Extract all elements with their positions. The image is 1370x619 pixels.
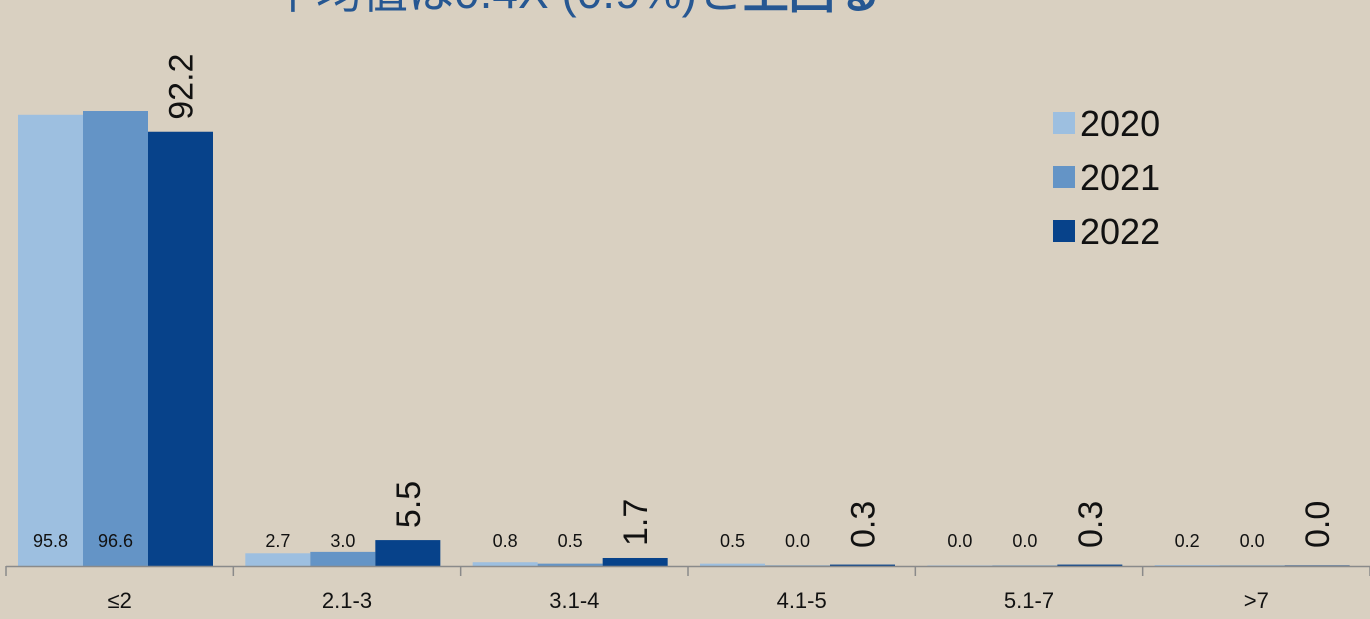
bar-2022-5	[1284, 565, 1350, 566]
data-label-2022-4: 0.3	[1072, 501, 1110, 548]
bar-2022-3	[830, 564, 895, 566]
bar-2020-0	[18, 114, 83, 567]
legend-swatch-2020	[1053, 112, 1075, 134]
data-labels-group: 95.8 96.6 92.2 2.7 3.0 5.5 0.8 0.5 1.7 0.5 0.0 0.3 0…	[33, 54, 1337, 551]
data-label-2022-1: 5.5	[390, 481, 428, 528]
data-label-2022-5: 0.0	[1299, 501, 1337, 548]
data-label-2021-1: 3.0	[330, 531, 355, 551]
bar-2020-3	[700, 563, 765, 566]
data-label-2020-1: 2.7	[265, 531, 290, 551]
x-tick-label-2: 3.1-4	[549, 588, 599, 613]
bar-2020-5	[1154, 565, 1220, 566]
data-label-2020-0: 95.8	[33, 531, 68, 551]
legend-swatch-2022	[1053, 220, 1075, 242]
bars-group	[18, 111, 1350, 567]
bar-2022-1	[375, 540, 441, 566]
data-label-2021-0: 96.6	[98, 531, 133, 551]
data-label-2021-2: 0.5	[558, 531, 583, 551]
data-label-2020-2: 0.8	[493, 531, 518, 551]
x-axis: ≤2 2.1-3 3.1-4 4.1-5 5.1-7 >7	[5, 565, 1370, 613]
bar-2020-2	[472, 562, 538, 566]
bar-2021-3	[765, 565, 830, 566]
bar-2022-0	[148, 131, 213, 566]
x-tick-label-4: 5.1-7	[1004, 588, 1054, 613]
data-label-2020-3: 0.5	[720, 531, 745, 551]
bar-2021-5	[1219, 565, 1285, 566]
bar-2020-4	[927, 565, 993, 566]
legend-swatch-2021	[1053, 166, 1075, 188]
data-label-2021-4: 0.0	[1012, 531, 1037, 551]
bar-2021-2	[537, 563, 603, 566]
x-tick-label-3: 4.1-5	[777, 588, 827, 613]
bar-2020-1	[245, 553, 311, 566]
data-label-2022-0: 92.2	[163, 54, 201, 120]
data-label-2020-4: 0.0	[947, 531, 972, 551]
legend-label-2021: 2021	[1080, 157, 1160, 198]
legend-label-2020: 2020	[1080, 103, 1160, 144]
bar-2022-4	[1057, 564, 1123, 566]
chart-title: 平均值は0.4X (0.9%)と上回る	[270, 0, 881, 18]
x-tick-label-5: >7	[1244, 588, 1269, 613]
data-label-2020-5: 0.2	[1175, 531, 1200, 551]
title-text-part: 平均值は0.4X (0.9%)と	[270, 0, 743, 18]
x-tick-label-0: ≤2	[108, 588, 132, 613]
data-label-2022-2: 1.7	[617, 499, 655, 546]
bar-2022-2	[602, 557, 668, 566]
x-tick-label-1: 2.1-3	[322, 588, 372, 613]
data-label-2021-3: 0.0	[785, 531, 810, 551]
title-highlight: 上回る	[743, 0, 881, 18]
legend-label-2022: 2022	[1080, 211, 1160, 252]
bar-2021-1	[310, 551, 376, 566]
data-label-2021-5: 0.0	[1240, 531, 1265, 551]
data-label-2022-3: 0.3	[845, 501, 883, 548]
bar-2021-0	[83, 111, 148, 566]
legend: 2020 2021 2022	[1053, 103, 1160, 252]
bar-2021-4	[992, 565, 1058, 566]
